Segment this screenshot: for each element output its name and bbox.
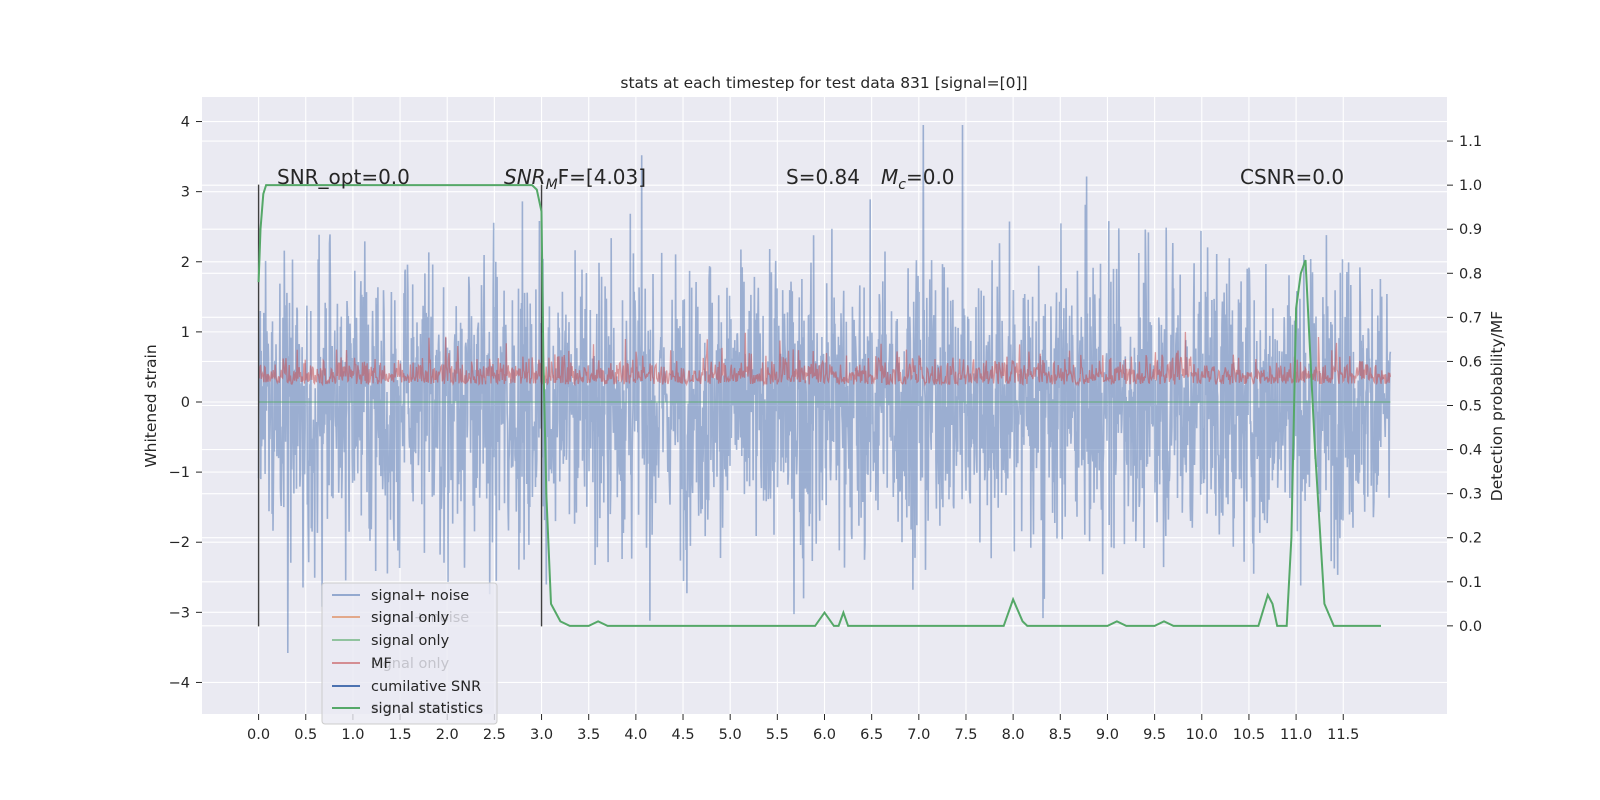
y-axis-left: 4 3 2 1 0 −1 −2 −3 −4	[169, 115, 202, 691]
x-tick-label: 0.0	[247, 727, 270, 743]
x-tick-label: 10.5	[1233, 727, 1265, 743]
legend-ghost-1: signal+ noise	[371, 610, 469, 626]
chart-title: stats at each timestep for test data 831…	[620, 74, 1027, 92]
annotations: SNR_opt=0.0 SNRMF=[4.03] S=0.84 Mc=0.0 C…	[277, 165, 1344, 193]
legend: signal+ noise signal only signal statist…	[321, 582, 498, 725]
x-tick-label: 8.0	[1002, 727, 1025, 743]
y-tick-label: −3	[169, 605, 190, 621]
y-axis-right: 1.1 1.0 0.9 0.8 0.7 0.6 0.5 0.4 0.3 0.2 0.1 0.0	[1447, 134, 1482, 635]
y-axis-right-label: Detection probability/MF	[1488, 311, 1506, 502]
s-annotation: S=0.84	[786, 165, 860, 189]
x-tick-label: 8.5	[1049, 727, 1072, 743]
x-tick-label: 11.0	[1280, 727, 1312, 743]
signal-statistics-series	[257, 184, 1381, 627]
legend-label-signal-green: signal only	[371, 633, 450, 649]
legend-label-mf: MF	[371, 656, 392, 672]
x-tick-label: 1.5	[389, 727, 412, 743]
y-tick-label: −1	[169, 465, 190, 481]
x-tick-label: 11.5	[1327, 727, 1359, 743]
y-right-tick-label: 1.1	[1459, 134, 1482, 150]
legend-label-cumulative: cumilative SNR	[371, 679, 481, 695]
snr-mf-annotation: SNRMF=[4.03]	[504, 165, 646, 193]
y-tick-label: 4	[181, 115, 190, 131]
mc-annotation: Mc=0.0	[881, 165, 955, 193]
x-tick-label: 7.5	[954, 727, 977, 743]
y-tick-label: 3	[181, 185, 190, 201]
x-tick-label: 9.5	[1143, 727, 1166, 743]
x-tick-label: 10.0	[1186, 727, 1218, 743]
noise-line	[257, 124, 1392, 654]
csnr-annotation: CSNR=0.0	[1240, 165, 1344, 189]
x-tick-label: 0.5	[294, 727, 317, 743]
mc-subscript: c	[898, 177, 906, 193]
x-tick-label: 6.5	[860, 727, 883, 743]
x-tick-label: 3.0	[530, 727, 553, 743]
x-tick-label: 4.0	[624, 727, 647, 743]
x-tick-label: 5.5	[766, 727, 789, 743]
legend-label-statistics: signal statistics	[371, 701, 483, 717]
mf-trace	[258, 331, 1392, 387]
legend-frame	[321, 582, 498, 725]
snr-opt-annotation: SNR_opt=0.0	[277, 165, 410, 189]
y-right-tick-label: 0.0	[1459, 619, 1482, 635]
y-right-tick-label: 0.5	[1459, 399, 1482, 415]
snr-mf-base: SNR	[504, 165, 546, 189]
legend-ghost-2: signal only	[371, 656, 450, 672]
signal-statistics-line	[257, 184, 1381, 627]
snr-mf-subscript: M	[546, 177, 558, 193]
x-tick-label: 1.0	[341, 727, 364, 743]
y-tick-label: −2	[169, 535, 190, 551]
y-right-tick-label: 0.6	[1459, 354, 1482, 370]
y-tick-label: 1	[181, 325, 190, 341]
x-tick-label: 6.0	[813, 727, 836, 743]
y-tick-label: 0	[181, 395, 190, 411]
mc-value: =0.0	[906, 165, 955, 189]
y-tick-label: 2	[181, 255, 190, 271]
x-tick-label: 5.0	[719, 727, 742, 743]
noise-trace	[257, 124, 1392, 654]
snr-mf-value: F=[4.03]	[558, 165, 646, 189]
x-tick-label: 4.5	[671, 727, 694, 743]
y-tick-label: −4	[169, 675, 190, 691]
x-tick-label: 9.0	[1096, 727, 1119, 743]
y-right-tick-label: 0.7	[1459, 310, 1482, 326]
x-axis: 0.0 0.5 1.0 1.5 2.0 2.5 3.0 3.5 4.0 4.5 5.0 5.5 6.0 6…	[247, 714, 1359, 743]
y-right-tick-label: 0.9	[1459, 222, 1482, 238]
x-tick-label: 3.5	[577, 727, 600, 743]
x-tick-label: 2.0	[436, 727, 459, 743]
mf-line	[258, 331, 1392, 387]
y-right-tick-label: 0.4	[1459, 443, 1482, 459]
y-right-tick-label: 0.8	[1459, 266, 1482, 282]
legend-ghost-3: signal statistics	[371, 700, 483, 716]
legend-label-signal-orange: signal only	[371, 610, 450, 626]
y-right-tick-label: 1.0	[1459, 178, 1482, 194]
y-right-tick-label: 0.1	[1459, 575, 1482, 591]
x-tick-label: 7.0	[907, 727, 930, 743]
mc-base: M	[881, 165, 898, 189]
y-right-tick-label: 0.3	[1459, 487, 1482, 503]
y-axis-label: Whitened strain	[142, 344, 160, 467]
legend-label-noise: signal+ noise	[371, 588, 469, 604]
y-right-tick-label: 0.2	[1459, 531, 1482, 547]
x-tick-label: 2.5	[483, 727, 506, 743]
